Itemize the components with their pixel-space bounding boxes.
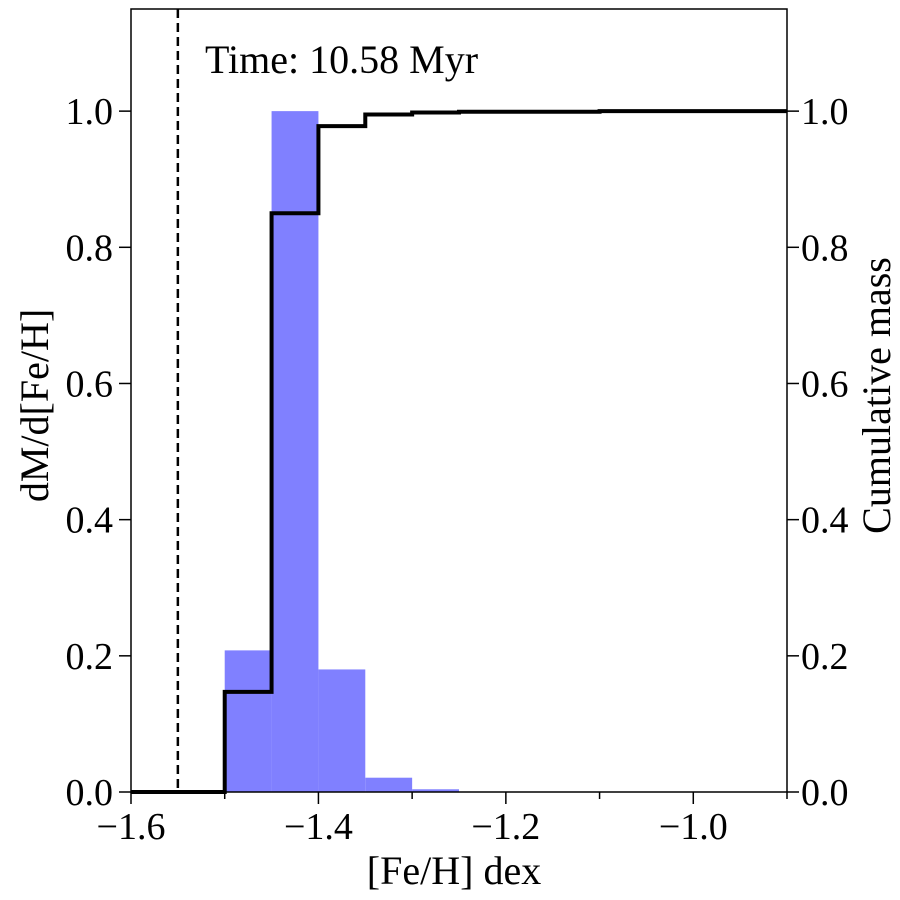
time-annotation: Time: 10.58 Myr <box>205 37 478 82</box>
cumulative-line <box>131 109 787 794</box>
histogram-bar <box>412 789 459 792</box>
right-y-tick-label: 0.2 <box>801 636 849 678</box>
right-y-tick-label: 0.0 <box>801 772 849 814</box>
left-y-axis-label: dM/d[Fe/H] <box>12 309 57 502</box>
left-y-tick-label: 0.2 <box>66 636 114 678</box>
right-y-tick-label: 1.0 <box>801 91 849 133</box>
histogram-bar <box>271 111 319 792</box>
x-tick-label: −1.0 <box>659 806 728 848</box>
x-tick-label: −1.2 <box>471 806 540 848</box>
right-y-tick-label: 0.6 <box>801 363 849 405</box>
right-y-tick-label: 0.8 <box>801 227 849 269</box>
histogram-bar <box>224 650 272 792</box>
right-y-tick-label: 0.4 <box>801 500 849 542</box>
left-y-tick-label: 0.4 <box>66 500 114 542</box>
x-axis-ticks: −1.6 −1.4 −1.2 −1.0 <box>97 792 788 848</box>
left-y-tick-label: 0.6 <box>66 363 114 405</box>
right-y-axis-ticks: 0.0 0.2 0.4 0.6 0.8 1.0 <box>787 91 849 814</box>
histogram-bar <box>365 777 413 792</box>
cumulative-step-line <box>131 109 787 794</box>
histogram-bar <box>318 669 366 792</box>
left-y-tick-label: 0.0 <box>66 772 114 814</box>
right-y-axis-label: Cumulative mass <box>854 257 899 534</box>
left-y-axis-ticks: 0.0 0.2 0.4 0.6 0.8 1.0 <box>66 91 131 814</box>
plot-frame <box>130 8 788 793</box>
x-tick-label: −1.6 <box>97 806 166 848</box>
x-axis-label: [Fe/H] dex <box>367 848 541 893</box>
histogram-bars <box>224 111 459 792</box>
x-tick-label: −1.4 <box>284 806 353 848</box>
left-y-tick-label: 1.0 <box>66 91 114 133</box>
left-y-tick-label: 0.8 <box>66 227 114 269</box>
